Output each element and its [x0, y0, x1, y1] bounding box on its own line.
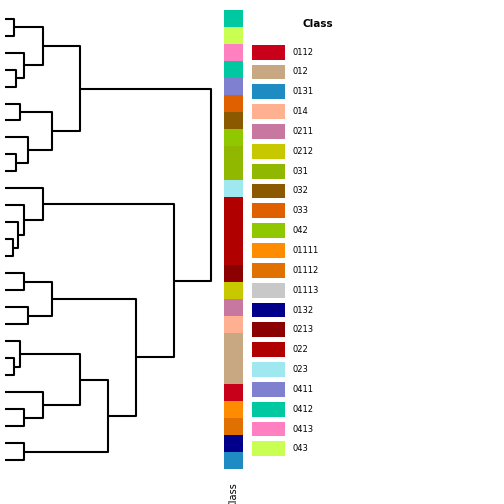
Bar — [252, 164, 285, 178]
Bar — [252, 124, 285, 139]
Bar — [224, 180, 243, 197]
Text: 0112: 0112 — [292, 47, 313, 56]
Bar — [224, 333, 243, 350]
Bar — [252, 104, 285, 119]
Text: Class: Class — [302, 19, 333, 29]
Bar — [252, 204, 285, 218]
Bar — [252, 243, 285, 258]
Text: 0131: 0131 — [292, 87, 313, 96]
Text: 0411: 0411 — [292, 385, 313, 394]
Text: 0213: 0213 — [292, 326, 313, 334]
Bar — [252, 362, 285, 377]
Text: 014: 014 — [292, 107, 308, 116]
Bar — [252, 442, 285, 456]
Bar — [224, 452, 243, 469]
Text: 0412: 0412 — [292, 405, 313, 414]
Text: 0212: 0212 — [292, 147, 313, 156]
Bar — [224, 197, 243, 214]
Bar — [224, 163, 243, 180]
Text: 042: 042 — [292, 226, 308, 235]
Bar — [224, 27, 243, 44]
Bar — [252, 422, 285, 436]
Text: 031: 031 — [292, 167, 308, 175]
Bar — [252, 263, 285, 278]
Bar — [224, 146, 243, 163]
Bar — [224, 231, 243, 248]
Text: 0132: 0132 — [292, 305, 313, 314]
Text: Class: Class — [229, 482, 239, 504]
Bar — [224, 350, 243, 367]
Text: 023: 023 — [292, 365, 308, 374]
Text: 022: 022 — [292, 345, 308, 354]
Bar — [252, 302, 285, 318]
Bar — [224, 384, 243, 401]
Bar — [252, 65, 285, 80]
Bar — [224, 401, 243, 418]
Bar — [224, 129, 243, 146]
Bar — [224, 282, 243, 299]
Bar — [224, 44, 243, 61]
Bar — [224, 435, 243, 452]
Bar — [224, 61, 243, 78]
Text: 01113: 01113 — [292, 286, 319, 295]
Bar — [224, 10, 243, 27]
Text: 032: 032 — [292, 186, 308, 196]
Text: 01111: 01111 — [292, 246, 319, 255]
Bar — [252, 382, 285, 397]
Text: 0413: 0413 — [292, 424, 313, 433]
Bar — [224, 112, 243, 129]
Text: 012: 012 — [292, 68, 308, 77]
Bar — [224, 265, 243, 282]
Bar — [224, 95, 243, 112]
Bar — [224, 299, 243, 316]
Bar — [252, 84, 285, 99]
Bar — [252, 283, 285, 297]
Text: 0211: 0211 — [292, 127, 313, 136]
Bar — [252, 223, 285, 238]
Bar — [224, 316, 243, 333]
Bar — [224, 78, 243, 95]
Bar — [252, 144, 285, 159]
Bar — [252, 45, 285, 59]
Bar — [252, 183, 285, 199]
Bar — [252, 342, 285, 357]
Text: 043: 043 — [292, 445, 308, 454]
Bar — [224, 418, 243, 435]
Text: 033: 033 — [292, 206, 308, 215]
Bar — [224, 367, 243, 384]
Bar — [224, 214, 243, 231]
Bar — [224, 248, 243, 265]
Bar — [252, 323, 285, 337]
Text: 01112: 01112 — [292, 266, 319, 275]
Bar — [252, 402, 285, 417]
